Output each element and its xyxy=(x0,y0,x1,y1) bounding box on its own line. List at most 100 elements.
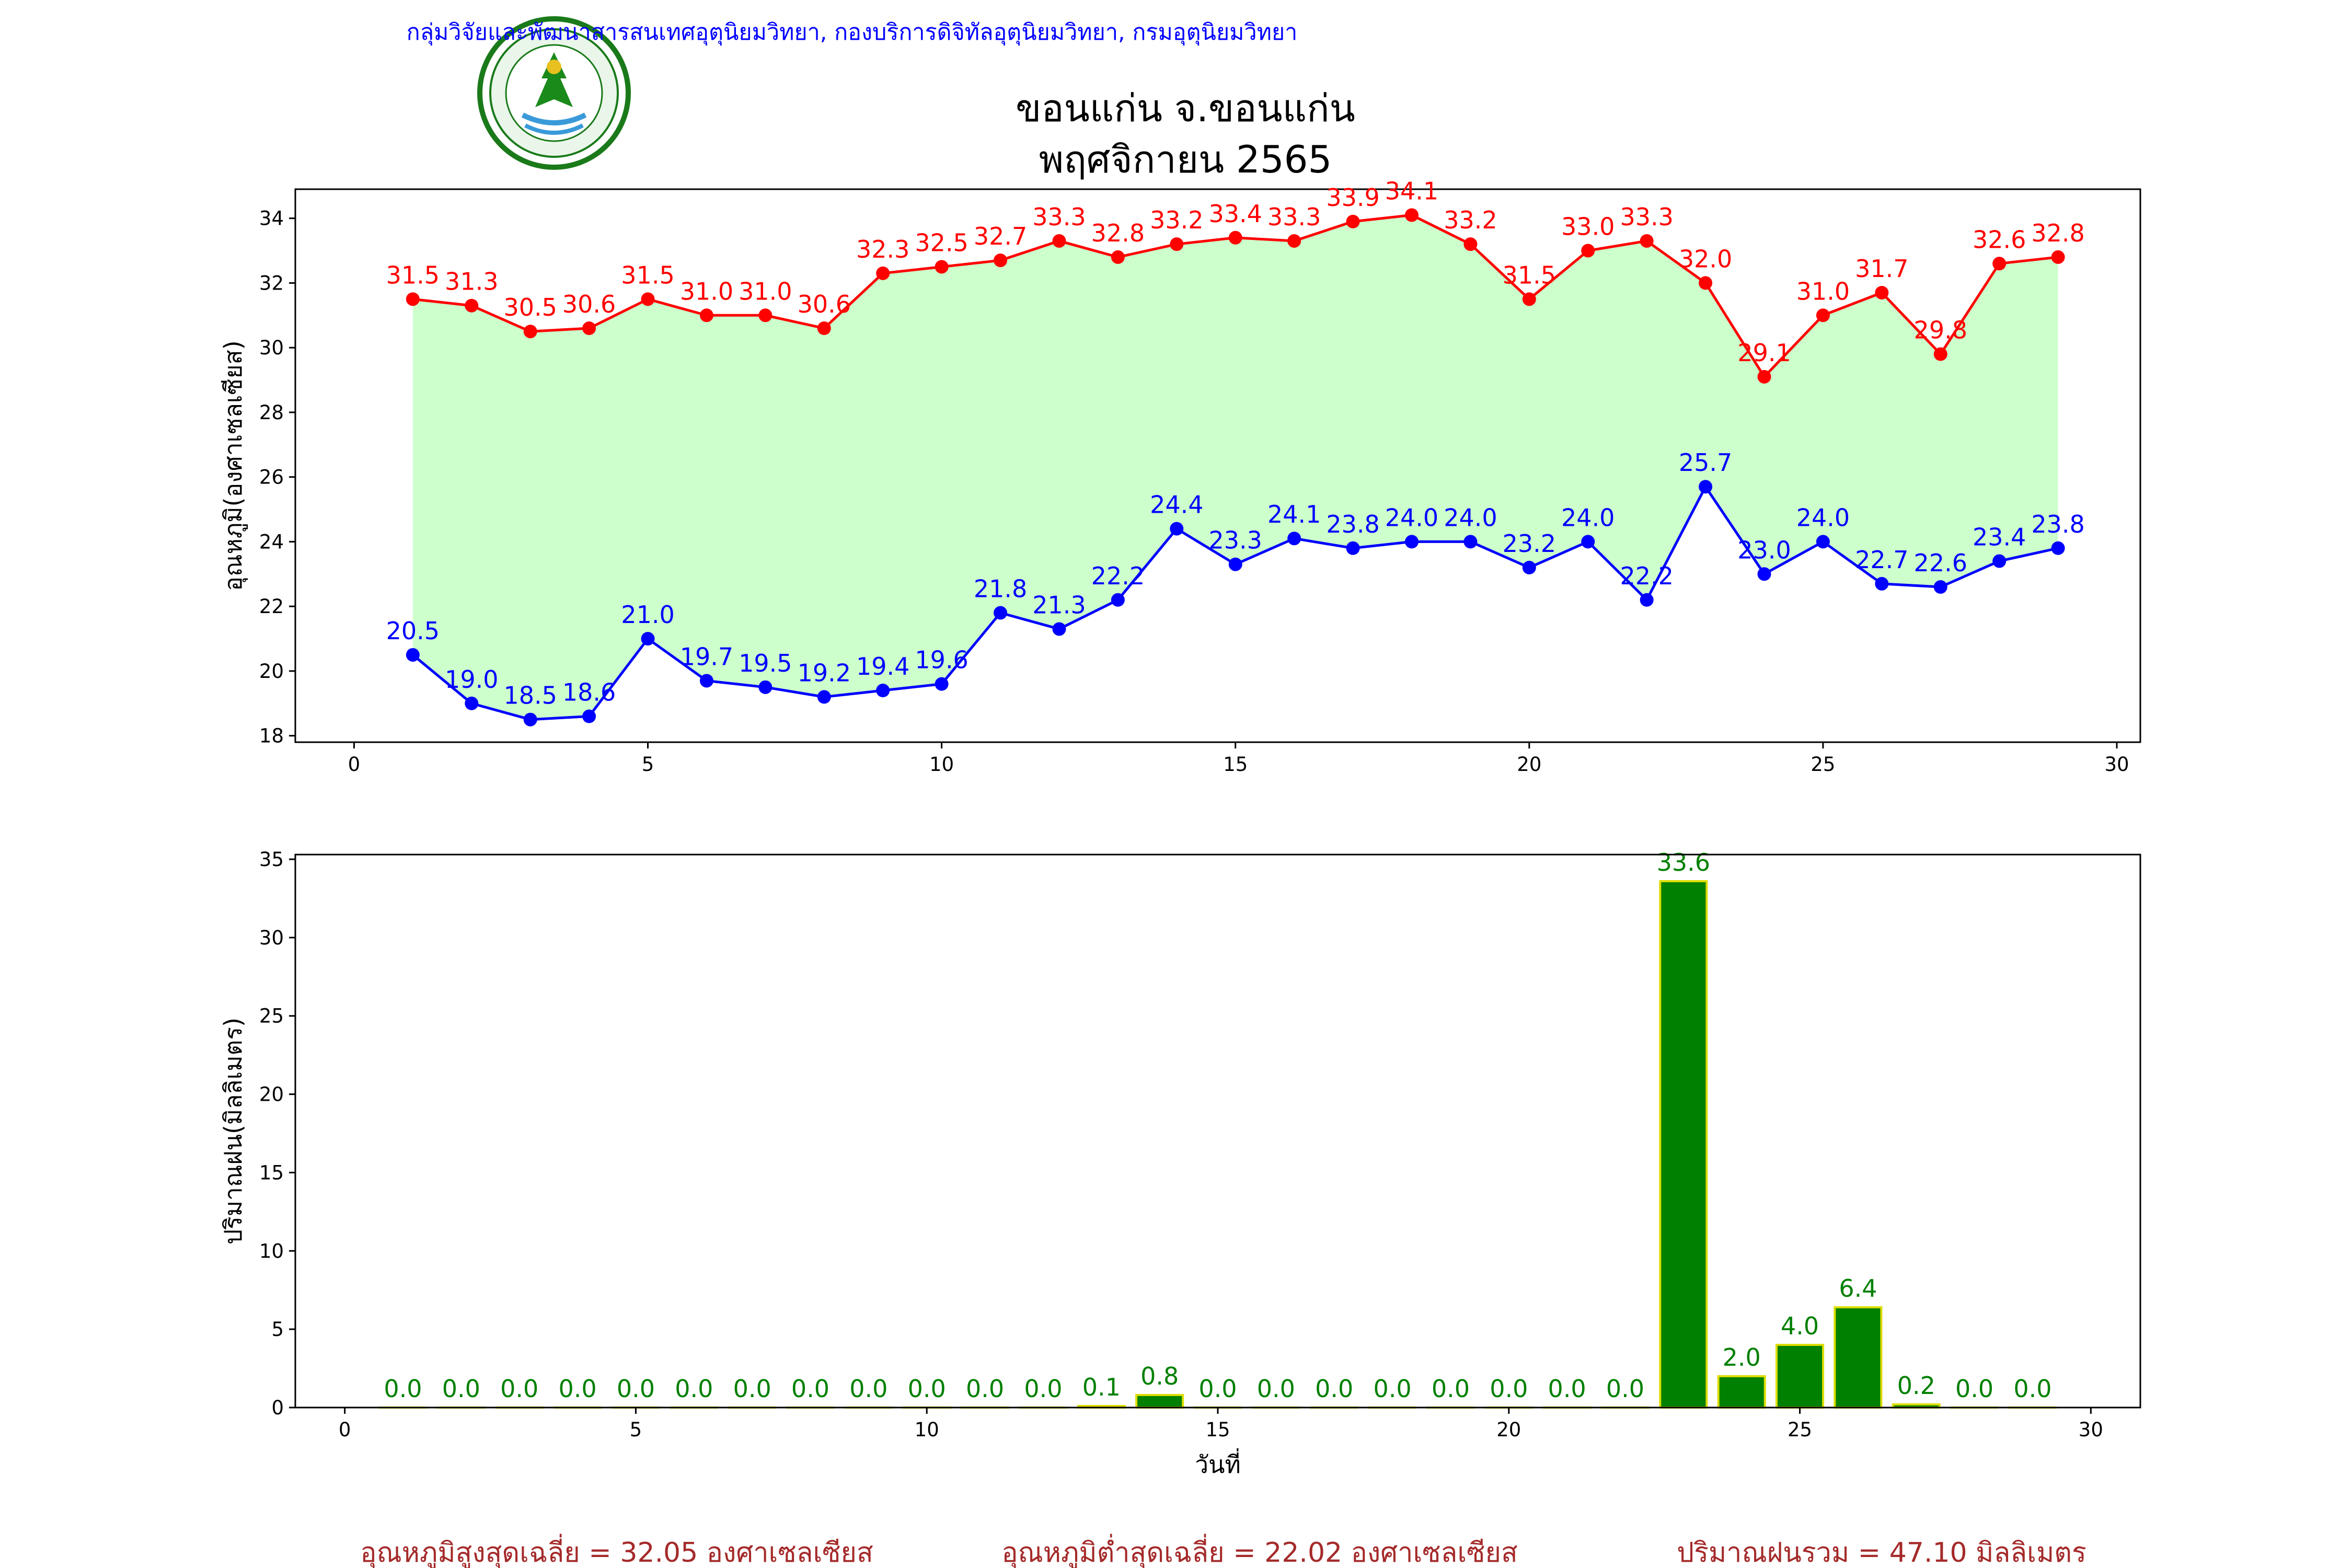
rainfall-chart: 0.0 0.0 0.0 0.0 0.0 0.0 0.0 0.0 0.0 0.0 0.0 0.0 0.1 0… xyxy=(219,848,2141,1479)
chart-title-line1: ขอนแก่น จ.ขอนแก่น xyxy=(1016,86,1355,130)
rain-x-tick-label: 20 xyxy=(1496,1419,1521,1441)
temp-min-point xyxy=(1287,532,1301,546)
temp-max-point xyxy=(406,292,420,306)
temp-min-data-label: 19.2 xyxy=(798,659,851,687)
temp-min-data-label: 24.0 xyxy=(1444,503,1497,532)
total-rain-text: ปริมาณฝนรวม = 47.10 มิลลิเมตร xyxy=(1677,1537,2086,1568)
temp-min-point xyxy=(817,690,831,704)
temp-max-point xyxy=(935,260,949,274)
rain-data-label: 0.0 xyxy=(1432,1375,1470,1403)
rain-data-label: 0.0 xyxy=(908,1375,946,1403)
temp-min-point xyxy=(758,680,773,694)
temp-max-data-label: 33.2 xyxy=(1444,206,1497,234)
rain-data-label: 0.0 xyxy=(559,1375,597,1403)
temp-max-data-label: 31.7 xyxy=(1855,255,1908,283)
temp-max-data-label: 31.5 xyxy=(1503,261,1556,289)
temp-min-data-label: 22.2 xyxy=(1091,562,1145,590)
temp-min-data-label: 19.6 xyxy=(915,646,968,674)
rain-data-label: 0.0 xyxy=(1024,1375,1062,1403)
temp-min-point xyxy=(935,677,949,691)
temp-max-data-label: 32.6 xyxy=(1973,225,2026,253)
temp-y-tick-label: 30 xyxy=(259,337,284,359)
temp-min-point xyxy=(1640,593,1654,607)
temp-max-data-label: 31.3 xyxy=(445,268,498,296)
rain-data-label: 0.0 xyxy=(1315,1375,1353,1403)
temp-max-point xyxy=(2051,250,2065,264)
rain-y-tick-label: 35 xyxy=(259,848,284,871)
temp-max-data-label: 31.0 xyxy=(680,277,733,305)
rain-x-tick-label: 0 xyxy=(339,1419,351,1441)
temp-max-data-label: 29.1 xyxy=(1737,339,1791,367)
rain-y-axis-label: ปริมาณฝน(มิลลิเมตร) xyxy=(219,1018,247,1244)
temp-min-point xyxy=(1111,593,1125,607)
rain-data-label: 0.0 xyxy=(1606,1375,1644,1403)
temp-max-point xyxy=(1052,234,1066,248)
temp-x-tick-label: 10 xyxy=(929,753,954,776)
temp-max-point xyxy=(1404,208,1419,222)
temp-max-point xyxy=(1581,244,1595,258)
temp-min-data-label: 18.5 xyxy=(503,682,557,710)
rain-x-tick-label: 30 xyxy=(2079,1419,2103,1441)
temp-y-axis-label: อุณหภูมิ(องศาเซลเซียส) xyxy=(219,340,248,591)
rain-x-tick-label: 15 xyxy=(1205,1419,1230,1441)
temp-min-data-label: 22.6 xyxy=(1914,549,1967,577)
temp-max-point xyxy=(1933,347,1947,361)
temp-min-point xyxy=(1933,580,1947,594)
temp-min-point xyxy=(994,606,1008,620)
temp-max-data-label: 33.2 xyxy=(1150,206,1203,234)
temp-max-data-label: 32.8 xyxy=(1091,219,1145,247)
temp-x-tick-label: 0 xyxy=(348,753,361,776)
temp-max-data-label: 31.5 xyxy=(386,261,440,289)
temp-min-point xyxy=(1463,535,1478,549)
temp-max-point xyxy=(1463,237,1478,251)
temp-min-data-label: 19.7 xyxy=(680,642,733,671)
temp-max-data-label: 34.1 xyxy=(1385,177,1438,205)
rain-data-label: 0.0 xyxy=(733,1375,771,1403)
temp-x-tick-label: 15 xyxy=(1223,753,1248,776)
temp-min-point xyxy=(1404,535,1419,549)
temp-max-point xyxy=(1875,285,1889,299)
temp-min-data-label: 22.2 xyxy=(1620,562,1673,590)
temp-max-point xyxy=(1757,370,1771,384)
temp-max-data-label: 33.3 xyxy=(1032,203,1086,231)
rain-data-label: 0.0 xyxy=(500,1375,538,1403)
temp-min-data-label: 23.4 xyxy=(1973,523,2026,551)
temp-max-point xyxy=(876,266,890,280)
temp-x-tick-label: 25 xyxy=(1811,753,1835,776)
temp-max-point xyxy=(699,308,713,322)
rain-bar xyxy=(1135,1394,1184,1409)
temp-min-data-label: 23.0 xyxy=(1737,536,1791,564)
temp-min-data-label: 24.1 xyxy=(1267,500,1321,528)
temp-min-data-label: 18.6 xyxy=(562,678,616,707)
rain-data-label: 2.0 xyxy=(1723,1343,1761,1371)
temp-x-tick-label: 30 xyxy=(2104,753,2129,776)
temp-max-data-label: 33.3 xyxy=(1620,203,1673,231)
temp-max-data-label: 31.0 xyxy=(1796,277,1850,305)
temp-y-tick-label: 20 xyxy=(259,660,284,683)
temp-min-data-label: 23.8 xyxy=(1326,510,1379,538)
temp-max-point xyxy=(1170,237,1184,251)
temp-max-point xyxy=(1640,234,1654,248)
temp-y-tick-label: 18 xyxy=(259,725,284,747)
temp-min-data-label: 22.7 xyxy=(1855,546,1908,574)
temp-min-point xyxy=(2051,541,2065,555)
temp-max-data-label: 33.4 xyxy=(1209,200,1262,228)
temp-max-data-label: 33.3 xyxy=(1267,203,1321,231)
temp-min-point xyxy=(465,696,479,710)
temp-max-point xyxy=(582,321,596,336)
temp-y-tick-label: 34 xyxy=(259,207,284,230)
temp-min-data-label: 21.0 xyxy=(621,601,674,629)
rain-data-label: 0.0 xyxy=(1955,1375,1993,1403)
rain-bar xyxy=(1659,880,1708,1409)
temp-max-point xyxy=(1992,257,2007,271)
rain-data-label: 0.0 xyxy=(384,1375,422,1403)
temp-max-data-label: 31.0 xyxy=(739,277,792,305)
rain-data-label: 0.0 xyxy=(791,1375,829,1403)
temp-max-data-label: 32.0 xyxy=(1679,245,1732,273)
temp-min-data-label: 19.0 xyxy=(445,665,498,694)
temp-min-data-label: 24.0 xyxy=(1796,503,1850,532)
temp-min-point xyxy=(1816,535,1830,549)
credit-text: กลุ่มวิจัยและพัฒนาสารสนเทศอุตุนิยมวิทยา,… xyxy=(407,19,1298,46)
temp-max-data-label: 32.7 xyxy=(974,222,1027,250)
temp-max-data-label: 29.8 xyxy=(1914,316,1967,344)
